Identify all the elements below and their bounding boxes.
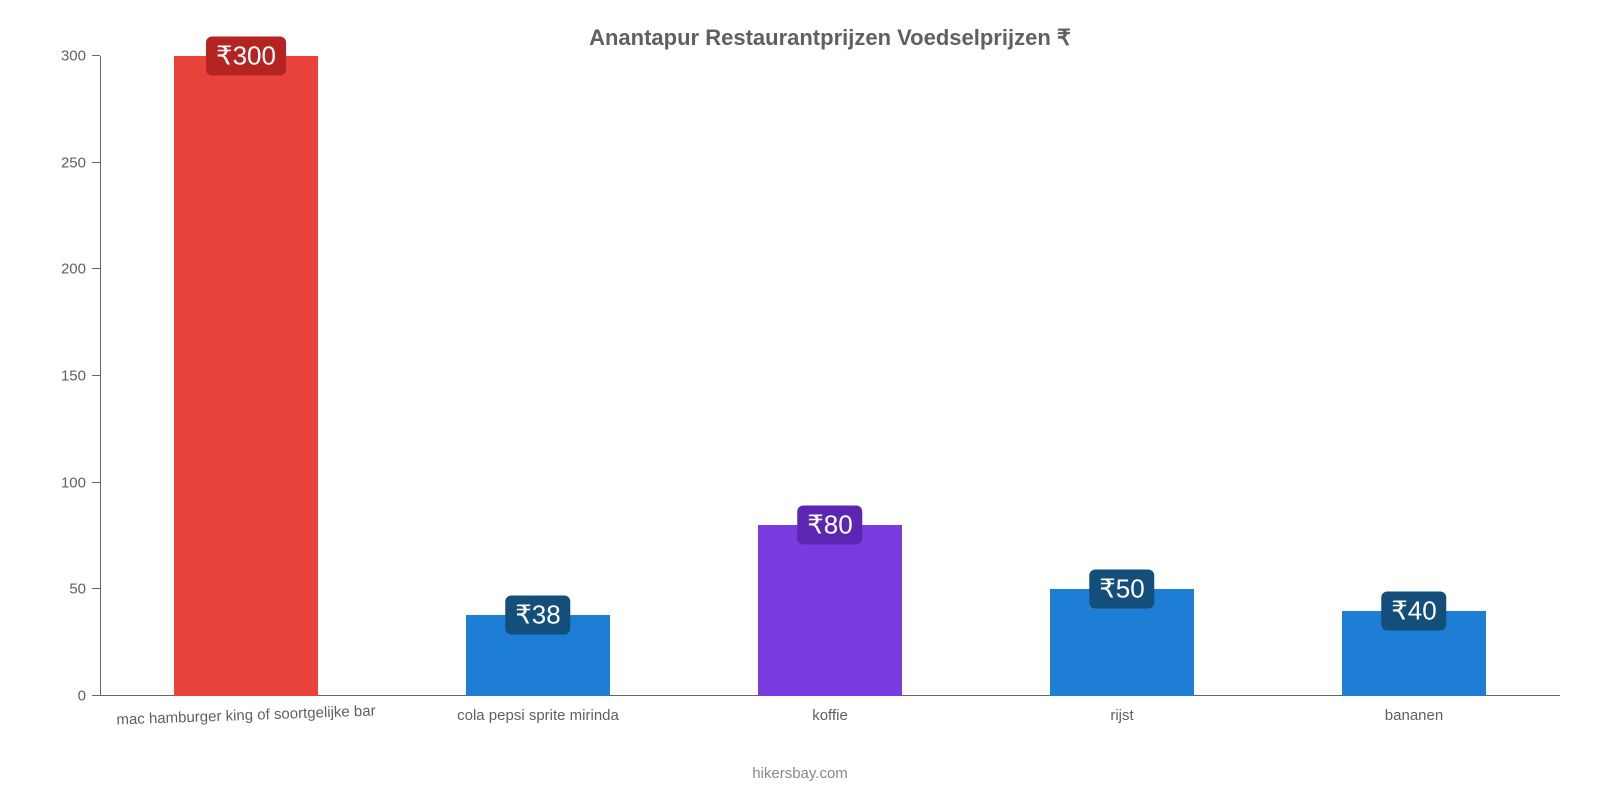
value-badge: ₹40 (1381, 591, 1446, 630)
bar-slot: ₹50rijst (976, 56, 1268, 696)
value-badge: ₹300 (206, 37, 286, 76)
y-tick (92, 55, 100, 56)
bar-slot: ₹40bananen (1268, 56, 1560, 696)
x-tick-label: cola pepsi sprite mirinda (457, 707, 619, 724)
x-tick-label: mac hamburger king of soortgelijke bar (116, 702, 376, 728)
y-tick (92, 588, 100, 589)
y-tick-label: 300 (61, 48, 86, 65)
chart-container: Anantapur Restaurantprijzen Voedselprijz… (0, 0, 1600, 800)
y-tick-label: 150 (61, 368, 86, 385)
x-tick-label: koffie (812, 707, 848, 724)
y-tick (92, 268, 100, 269)
x-tick-label: rijst (1110, 707, 1133, 724)
bar-slot: ₹38cola pepsi sprite mirinda (392, 56, 684, 696)
value-badge: ₹50 (1089, 570, 1154, 609)
y-tick-label: 50 (69, 581, 86, 598)
y-tick-label: 0 (78, 688, 86, 705)
bar (174, 56, 317, 696)
y-tick (92, 695, 100, 696)
value-badge: ₹80 (797, 506, 862, 545)
chart-title: Anantapur Restaurantprijzen Voedselprijz… (100, 25, 1560, 51)
bar-slot: ₹300mac hamburger king of soortgelijke b… (100, 56, 392, 696)
bars-group: ₹300mac hamburger king of soortgelijke b… (100, 56, 1560, 696)
x-tick-label: bananen (1385, 707, 1443, 724)
credit-text: hikersbay.com (752, 765, 848, 782)
y-tick-label: 200 (61, 261, 86, 278)
y-tick (92, 375, 100, 376)
y-tick-label: 100 (61, 474, 86, 491)
plot-area: 050100150200250300 ₹300mac hamburger kin… (100, 56, 1560, 696)
y-tick-label: 250 (61, 154, 86, 171)
y-tick (92, 482, 100, 483)
value-badge: ₹38 (505, 595, 570, 634)
bar-slot: ₹80koffie (684, 56, 976, 696)
bar (758, 525, 901, 696)
y-tick (92, 162, 100, 163)
